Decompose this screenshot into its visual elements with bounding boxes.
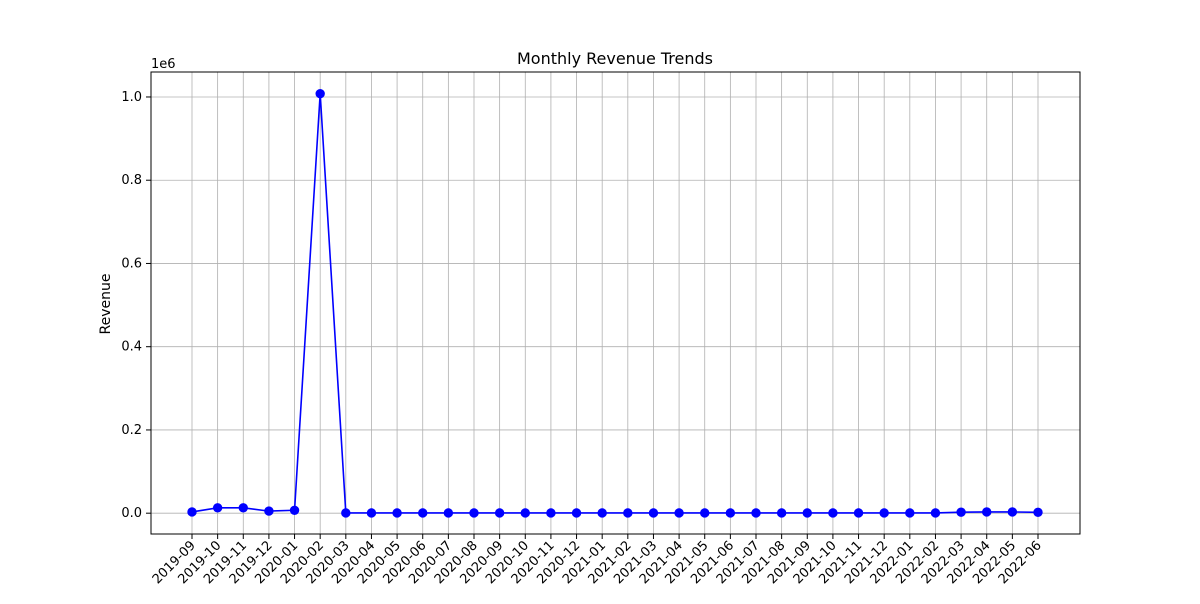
- revenue-data-point: [341, 508, 351, 518]
- y-axis-scale-label: 1e6: [151, 57, 176, 72]
- revenue-data-point: [366, 508, 377, 518]
- revenue-data-point: [494, 508, 505, 518]
- y-tick-label: 1.0: [121, 90, 142, 105]
- grid-lines: [151, 72, 1080, 534]
- revenue-data-point: [956, 507, 966, 517]
- revenue-data-point: [571, 508, 582, 518]
- revenue-data-point: [1033, 507, 1043, 518]
- revenue-data-point: [930, 508, 941, 518]
- revenue-data-point: [520, 508, 530, 518]
- revenue-data-point: [828, 508, 838, 518]
- y-axis-label: Revenue: [98, 274, 114, 335]
- revenue-data-point: [238, 503, 248, 513]
- revenue-data-point: [905, 508, 915, 518]
- revenue-data-point: [674, 508, 684, 518]
- revenue-data-point: [623, 508, 633, 518]
- revenue-data-point: [700, 508, 710, 518]
- revenue-data-point: [418, 508, 428, 518]
- revenue-data-point: [315, 88, 325, 99]
- revenue-data-point: [546, 508, 556, 518]
- revenue-data-point: [469, 508, 479, 518]
- revenue-data-point: [597, 508, 607, 518]
- revenue-data-point: [187, 507, 197, 517]
- revenue-data-point: [725, 508, 736, 518]
- revenue-data-point: [776, 508, 787, 518]
- revenue-data-point: [879, 508, 889, 518]
- revenue-data-point: [648, 508, 659, 518]
- revenue-data-point: [853, 508, 864, 518]
- revenue-data-point: [802, 508, 812, 518]
- revenue-data-point: [392, 508, 402, 518]
- revenue-data-point: [982, 507, 992, 517]
- y-tick-label: 0.4: [121, 340, 142, 355]
- revenue-data-point: [751, 508, 761, 518]
- chart-title: Monthly Revenue Trends: [517, 49, 713, 68]
- y-tick-label: 0.8: [121, 173, 142, 188]
- revenue-data-point: [264, 506, 274, 516]
- plot-frame: [150, 71, 1081, 535]
- series-layer: [187, 88, 1043, 518]
- revenue-data-point: [1007, 507, 1018, 517]
- revenue-data-point: [443, 508, 454, 518]
- y-tick-label: 0.2: [121, 423, 142, 438]
- y-tick-label: 0.6: [121, 256, 142, 271]
- revenue-series-line: [191, 93, 1039, 514]
- revenue-data-point: [289, 505, 300, 515]
- y-tick-label: 0.0: [121, 506, 142, 521]
- revenue-data-point: [212, 503, 223, 513]
